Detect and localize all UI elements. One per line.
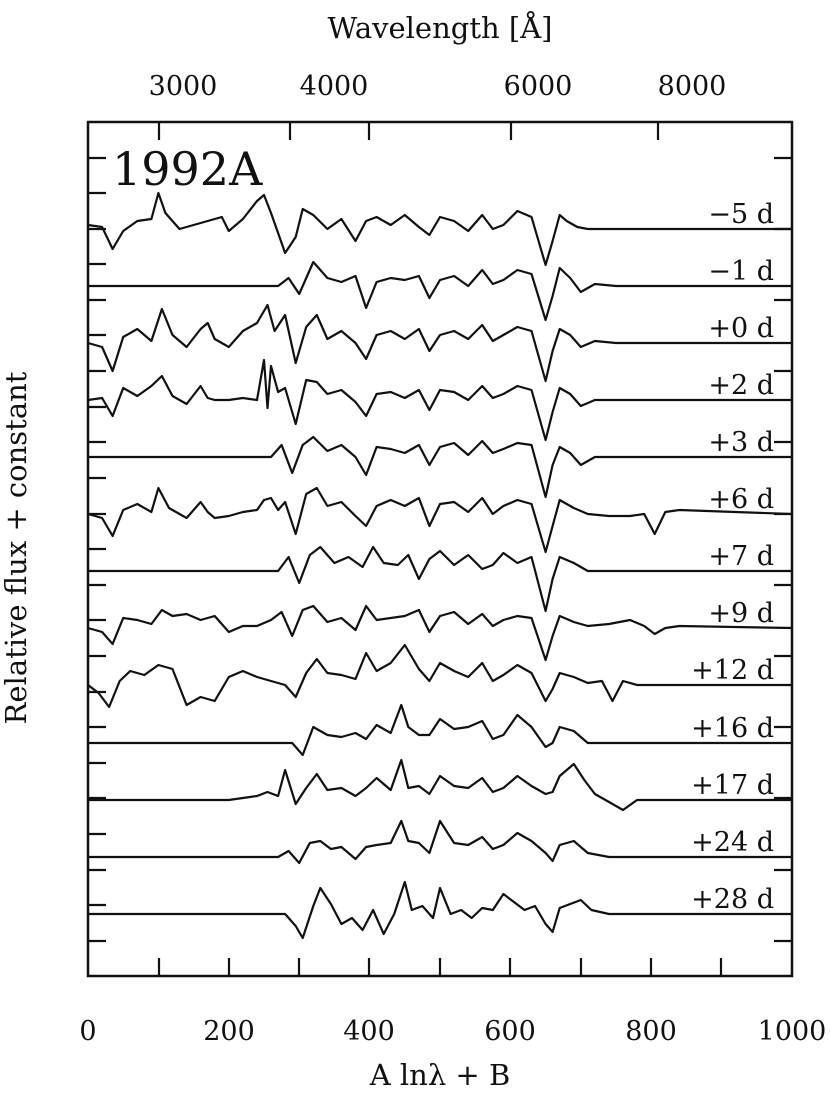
spectrum-line [87,643,792,709]
left-ticks [88,156,106,943]
spectrum-line [87,604,793,662]
spectrum-epoch-label: +9 d [708,598,774,629]
x-tick-label: 600 [484,1016,536,1047]
spectrum-epoch-label: +24 d [691,827,774,858]
spectrum-epoch-label: −1 d [708,256,774,287]
spectrum-line [88,435,792,499]
spectrum-labels: −5 d −1 d +0 d +2 d +3 d +6 d +7 d +9 d +12 d +16… [691,199,774,915]
spectrum-line [88,703,792,757]
x-tick-label: 800 [625,1016,677,1047]
spectra-group [87,191,793,940]
spectrum-epoch-label: +2 d [708,370,774,401]
chart-title: 1992A [112,142,263,196]
spectrum-epoch-label: −5 d [708,199,774,230]
top-ticks [157,122,660,140]
spectrum-line [87,358,792,442]
x-tick-label: 200 [203,1016,255,1047]
bottom-tick-labels: 0 200 400 600 800 1000 [79,1016,826,1047]
spectrum-line [87,486,793,554]
right-ticks [774,156,792,943]
spectrum-line [88,260,792,322]
spectrum-epoch-label: +7 d [708,541,774,572]
spectrum-line [88,819,792,865]
x-axis-title: A lnλ + B [369,1058,511,1092]
spectrum-epoch-label: +12 d [691,655,774,686]
x-tick-label: 1000 [758,1016,827,1047]
top-axis-title: Wavelength [Å] [328,10,553,45]
spectrum-epoch-label: +17 d [691,770,774,801]
x-tick-label: 400 [343,1016,395,1047]
top-tick-label: 6000 [504,71,573,102]
spectrum-epoch-label: +16 d [691,713,774,744]
top-tick-label: 4000 [300,71,369,102]
spectrum-epoch-label: +28 d [691,884,774,915]
plot-frame [86,120,794,978]
spectrum-line [87,191,792,267]
top-tick-label: 8000 [658,71,727,102]
spectrum-line [88,758,792,812]
spectrum-line [88,545,792,613]
spectrum-line [88,880,792,940]
y-axis-title: Relative flux + constant [0,371,33,724]
top-tick-labels: 3000 4000 6000 8000 [149,71,727,102]
spectrum-epoch-label: +0 d [708,313,774,344]
spectrum-line [87,303,792,383]
top-tick-label: 3000 [149,71,218,102]
spectrum-epoch-label: +6 d [708,484,774,515]
x-tick-label: 0 [79,1016,96,1047]
bottom-ticks [157,958,723,976]
spectrum-epoch-label: +3 d [708,427,774,458]
